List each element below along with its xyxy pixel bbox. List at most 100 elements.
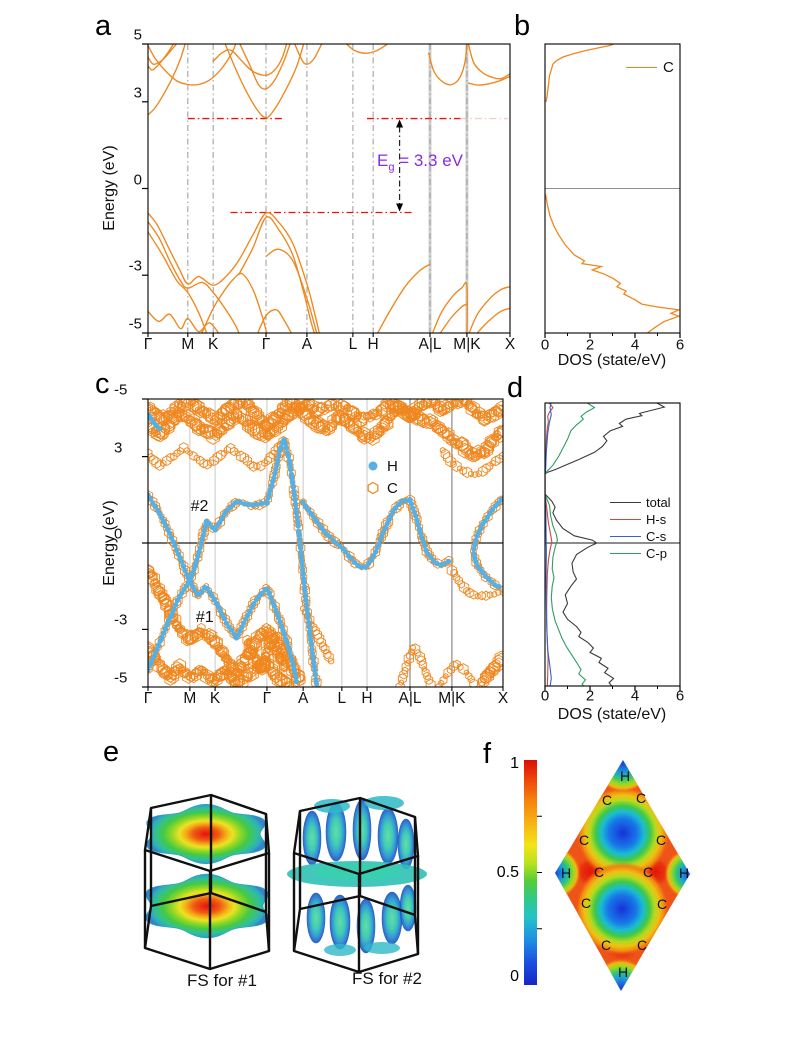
h-circle-marker xyxy=(219,515,225,522)
h-circle-marker xyxy=(201,527,207,534)
c-hexagon-marker xyxy=(458,439,471,454)
c-hexagon-marker xyxy=(311,415,324,429)
c-hexagon-marker xyxy=(477,409,492,426)
c-hexagon-marker xyxy=(268,424,278,436)
band-curve xyxy=(467,44,510,80)
c-hexagon-marker xyxy=(307,403,317,415)
c-hexagon-marker xyxy=(445,455,456,468)
h-circle-marker xyxy=(307,633,313,639)
elf-blue-basin xyxy=(575,862,669,956)
fs2-lobe xyxy=(399,884,417,932)
h-circle-marker xyxy=(471,546,477,552)
c-hexagon-marker xyxy=(245,640,259,656)
c-hexagon-marker xyxy=(220,449,228,457)
h-circle-marker xyxy=(413,513,419,519)
legend-row-c: C xyxy=(366,477,398,499)
c-hexagon-marker xyxy=(335,410,349,427)
c-hexagon-marker xyxy=(224,401,236,414)
c-hexagon-marker xyxy=(248,461,259,472)
c-hexagon-marker xyxy=(305,399,319,414)
c-hexagon-marker xyxy=(230,446,239,457)
ytick-label-c: -3 xyxy=(114,611,128,629)
atom-label: C xyxy=(578,832,590,848)
h-circle-marker xyxy=(305,615,311,621)
c-hexagon-marker xyxy=(322,649,332,660)
c-hexagon-marker xyxy=(286,399,296,406)
c-hexagon-marker xyxy=(414,649,422,657)
h-circle-marker xyxy=(303,503,309,509)
c-hexagon-marker xyxy=(148,564,155,580)
kpoint-label-a: M xyxy=(181,336,195,353)
h-circle-marker xyxy=(299,558,305,565)
c-hexagon-marker xyxy=(478,446,490,460)
gap-arrow-head-up xyxy=(396,119,404,128)
c-hexagon-marker xyxy=(149,572,157,582)
h-circle-marker xyxy=(300,576,307,582)
c-hexagon-marker xyxy=(442,673,449,680)
h-circle-marker xyxy=(217,608,224,614)
c-hexagon-marker xyxy=(239,452,250,464)
ytick-label-a: -3 xyxy=(128,257,142,275)
c-hexagon-marker xyxy=(216,449,226,461)
c-hexagon-marker xyxy=(497,426,503,437)
xtick-label-b: 6 xyxy=(675,336,685,354)
c-hexagon-marker xyxy=(211,418,218,426)
xtick-label-d: 4 xyxy=(630,687,640,705)
h-circle-marker xyxy=(296,531,302,538)
c-hexagon-marker xyxy=(423,416,430,424)
h-circle-marker xyxy=(310,514,317,520)
atom-label: C xyxy=(642,864,654,880)
c-hexagon-marker xyxy=(417,412,430,427)
h-circle-marker xyxy=(293,674,299,680)
c-hexagon-marker xyxy=(475,469,483,478)
c-hexagon-marker xyxy=(357,429,372,445)
c-hexagon-marker xyxy=(443,451,453,464)
c-hexagon-marker xyxy=(154,459,165,471)
h-circle-marker xyxy=(237,499,243,505)
c-hexagon-marker xyxy=(148,654,160,667)
c-hexagon-marker xyxy=(398,407,406,417)
c-hexagon-marker xyxy=(286,412,294,421)
c-hexagon-marker xyxy=(444,401,453,410)
atom-label: C xyxy=(635,790,647,806)
c-hexagon-marker xyxy=(471,471,479,479)
c-hexagon-marker xyxy=(298,400,308,412)
c-hexagon-marker xyxy=(355,427,364,438)
c-hexagon-marker xyxy=(186,413,201,429)
c-hexagon-marker xyxy=(320,405,329,416)
c-hexagon-marker xyxy=(202,407,216,422)
legend-d: total H-s C-s C-p xyxy=(610,494,671,562)
c-hexagon-marker xyxy=(454,575,463,586)
h-circle-marker xyxy=(302,588,308,595)
h-circle-marker xyxy=(309,650,316,656)
dos-curve-c xyxy=(545,194,680,333)
h-circle-marker xyxy=(392,505,399,511)
c-hexagon-marker xyxy=(458,399,470,406)
kpoint-label-a: M|K xyxy=(453,336,481,353)
c-hexagon-marker xyxy=(211,423,225,439)
c-hexagon-marker xyxy=(246,460,255,470)
c-hexagon-marker xyxy=(424,415,436,430)
legend-c-label: C xyxy=(387,479,398,497)
c-hexagon-marker xyxy=(467,674,475,684)
c-hexagon-marker xyxy=(452,399,464,408)
c-hexagon-marker xyxy=(294,401,307,415)
c-hexagon-marker xyxy=(446,435,456,447)
h-circle-marker xyxy=(199,588,205,594)
c-hexagon-marker xyxy=(484,665,496,679)
c-hexagon-marker xyxy=(220,415,235,432)
c-hexagon-marker xyxy=(346,404,354,412)
c-hexagon-marker xyxy=(290,402,301,414)
c-hexagon-marker xyxy=(242,671,252,683)
h-circle-marker xyxy=(176,594,183,600)
gap-symbol: E xyxy=(377,151,389,170)
c-hexagon-marker xyxy=(460,399,473,409)
h-circle-marker xyxy=(377,536,383,543)
h-circle-marker xyxy=(309,646,315,652)
kpoint-label-c: M xyxy=(183,690,197,707)
c-hexagon-marker xyxy=(239,671,250,682)
c-hexagon-marker xyxy=(463,669,470,676)
c-hexagon-marker xyxy=(174,549,184,561)
c-hexagon-marker xyxy=(253,426,266,442)
